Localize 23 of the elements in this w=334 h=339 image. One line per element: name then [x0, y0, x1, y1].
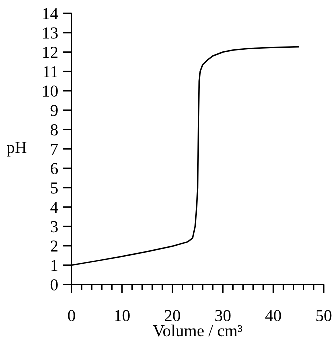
x-tick-label: 10 [115, 310, 130, 322]
y-tick-label: 14 [43, 8, 58, 20]
y-tick-label: 13 [43, 28, 58, 39]
y-tick-label: 7 [51, 144, 58, 155]
y-tick-label: 10 [43, 86, 58, 97]
y-tick-label: 6 [51, 163, 58, 174]
y-tick-label: 8 [50, 124, 58, 136]
y-tick-label: 9 [50, 105, 58, 116]
x-axis-title: Volume / cm³ [153, 324, 243, 337]
y-tick-label: 1 [52, 260, 58, 272]
y-tick-label: 4 [50, 202, 58, 214]
x-tick-label: 20 [165, 310, 180, 322]
y-tick-label: 5 [51, 182, 58, 194]
y-tick-label: 2 [51, 240, 58, 252]
y-tick-label: 11 [44, 66, 58, 78]
y-axis-title: pH [7, 142, 27, 157]
x-tick-label: 0 [68, 310, 76, 322]
x-tick-label: 50 [316, 310, 332, 322]
y-tick-label: 0 [50, 279, 58, 291]
y-tick-label: 3 [51, 221, 58, 233]
x-tick-label: 30 [216, 310, 231, 322]
y-tick-label: 12 [43, 47, 58, 58]
x-tick-label: 40 [266, 310, 282, 322]
